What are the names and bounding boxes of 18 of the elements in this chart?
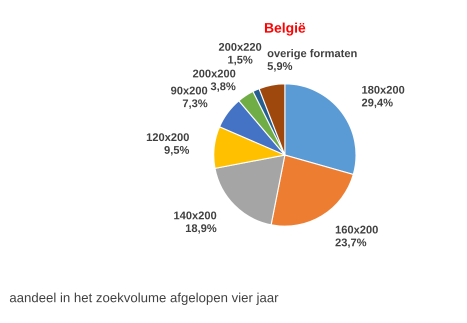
data-label: 23,7% [335, 238, 366, 248]
chart-title: België [264, 22, 306, 36]
slice-label: 90x200 [170, 86, 208, 94]
slice-label: 200x200 [192, 70, 236, 78]
slice-label: overige formaten [268, 49, 357, 60]
data-label: 29,4% [362, 98, 393, 108]
data-label: 5,9% [268, 62, 292, 72]
data-label: 1,5% [228, 56, 252, 66]
slice-label: 180x200 [362, 86, 404, 94]
slice-label: 200x220 [218, 42, 262, 51]
slice-label: 120x200 [146, 133, 189, 142]
data-label: 7,3% [182, 99, 208, 109]
data-label: 3,8% [210, 82, 236, 92]
data-label: 9,5% [164, 146, 190, 156]
data-label: 18,9% [186, 224, 216, 234]
text: aandeel in het zoekvolume afgelopen vier jaar [10, 292, 278, 305]
slice-label: 160x200 [336, 226, 378, 234]
slice-label: 140x200 [174, 211, 216, 220]
